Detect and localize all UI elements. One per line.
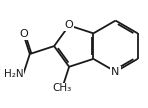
Text: O: O	[65, 20, 74, 30]
Text: O: O	[19, 29, 28, 39]
Text: CH₃: CH₃	[53, 83, 72, 93]
Text: N: N	[111, 67, 120, 77]
Text: H₂N: H₂N	[4, 69, 23, 79]
